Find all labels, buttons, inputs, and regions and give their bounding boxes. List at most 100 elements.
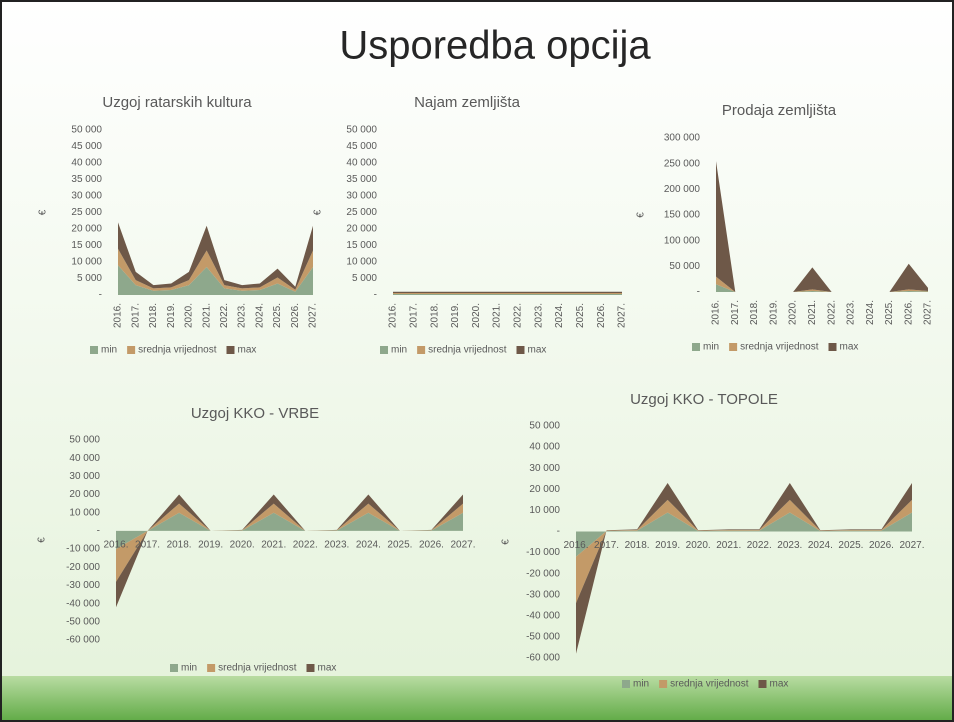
x-tick-label: 2017. (730, 300, 741, 325)
x-tick-label: 2017. (408, 303, 419, 328)
x-tick-label: 2026. (903, 300, 914, 325)
y-tick-label: -40 000 (526, 610, 560, 621)
x-tick-label: 2025. (575, 303, 586, 328)
y-tick-label: 200 000 (664, 184, 701, 195)
y-tick-label: 40 000 (529, 442, 560, 453)
x-tick-label: 2017. (135, 540, 160, 551)
x-tick-label: 2027. (899, 540, 924, 551)
y-tick-label: 20 000 (71, 224, 102, 235)
legend-swatch (127, 346, 136, 354)
chart-title: Uzgoj ratarskih kultura (102, 94, 252, 111)
y-tick-label: 25 000 (346, 207, 377, 218)
x-tick-label: 2020. (686, 540, 711, 551)
y-tick-label: 15 000 (346, 240, 377, 251)
y-tick-label: 30 000 (69, 471, 100, 482)
y-tick-label: 50 000 (71, 125, 102, 136)
y-tick-label: -30 000 (526, 589, 560, 600)
legend-swatch (90, 346, 98, 354)
area-series (118, 222, 313, 290)
y-tick-label: 5 000 (77, 273, 102, 284)
legend-label: min (181, 663, 197, 674)
y-tick-label: 50 000 (69, 435, 100, 446)
y-tick-label: 30 000 (71, 191, 102, 202)
x-tick-label: 2023. (324, 540, 349, 551)
x-tick-label: 2024. (554, 303, 565, 328)
area-series (393, 293, 622, 295)
y-tick-label: -40 000 (66, 598, 100, 609)
x-tick-label: 2027. (308, 303, 319, 328)
x-tick-label: 2019. (198, 540, 223, 551)
y-tick-label: -30 000 (66, 580, 100, 591)
legend-label: srednja vrijednost (218, 663, 297, 674)
y-tick-label: 50 000 (346, 125, 377, 136)
y-axis-label: € (636, 212, 647, 218)
x-tick-label: 2022. (219, 303, 230, 328)
x-tick-label: 2016. (113, 303, 124, 328)
y-tick-label: - (99, 290, 102, 301)
x-tick-label: 2020. (230, 540, 255, 551)
legend-label: min (633, 679, 649, 690)
chart-title: Uzgoj KKO - VRBE (191, 405, 319, 422)
footer-band (0, 676, 954, 722)
x-tick-label: 2018. (429, 303, 440, 328)
legend-label: max (770, 679, 789, 690)
y-tick-label: -10 000 (66, 544, 100, 555)
chart-title: Uzgoj KKO - TOPOLE (630, 391, 778, 408)
y-tick-label: 20 000 (529, 484, 560, 495)
area-series (118, 248, 313, 292)
y-tick-label: -50 000 (526, 632, 560, 643)
x-tick-label: 2027. (923, 300, 934, 325)
y-tick-label: 45 000 (346, 141, 377, 152)
y-tick-label: -50 000 (66, 616, 100, 627)
legend-label: min (391, 345, 407, 356)
x-tick-label: 2017. (130, 303, 141, 328)
x-tick-label: 2018. (148, 303, 159, 328)
y-axis-label: € (501, 539, 512, 545)
y-tick-label: 100 000 (664, 235, 701, 246)
x-tick-label: 2018. (749, 300, 760, 325)
y-tick-label: 300 000 (664, 133, 701, 144)
x-tick-label: 2023. (237, 303, 248, 328)
y-axis-label: € (38, 209, 49, 215)
x-tick-label: 2019. (655, 540, 680, 551)
x-tick-label: 2018. (167, 540, 192, 551)
x-tick-label: 2026. (290, 303, 301, 328)
legend-swatch (226, 346, 235, 354)
y-tick-label: -20 000 (66, 562, 100, 573)
chart-title: Najam zemljišta (414, 94, 521, 111)
x-tick-label: 2016. (711, 300, 722, 325)
x-tick-label: 2024. (865, 300, 876, 325)
x-tick-label: 2020. (788, 300, 799, 325)
x-tick-label: 2021. (716, 540, 741, 551)
y-tick-label: -60 000 (66, 635, 100, 646)
legend-swatch (417, 346, 426, 354)
x-tick-label: 2024. (254, 303, 265, 328)
x-tick-label: 2019. (166, 303, 177, 328)
y-tick-label: 35 000 (71, 174, 102, 185)
legend-swatch (207, 664, 216, 672)
legend-swatch (729, 343, 738, 351)
area-series (716, 284, 928, 292)
legend-swatch (659, 680, 668, 688)
y-axis-label: € (313, 209, 324, 215)
area-series (393, 294, 622, 295)
x-tick-label: 2022. (513, 303, 524, 328)
y-tick-label: 250 000 (664, 158, 701, 169)
legend-label: max (840, 342, 859, 353)
y-tick-label: - (97, 526, 100, 537)
y-tick-label: 35 000 (346, 174, 377, 185)
x-tick-label: 2021. (807, 300, 818, 325)
x-tick-label: 2018. (625, 540, 650, 551)
x-tick-label: 2022. (826, 300, 837, 325)
legend-label: srednja vrijednost (428, 345, 507, 356)
legend-label: min (101, 345, 117, 356)
legend-swatch (516, 346, 525, 354)
x-tick-label: 2025. (884, 300, 895, 325)
y-tick-label: 45 000 (71, 141, 102, 152)
area-series (118, 265, 313, 295)
x-tick-label: 2016. (388, 303, 399, 328)
slide-title: Usporedba opcija (339, 24, 651, 68)
y-tick-label: 10 000 (71, 257, 102, 268)
y-tick-label: 10 000 (529, 505, 560, 516)
legend-label: min (703, 342, 719, 353)
